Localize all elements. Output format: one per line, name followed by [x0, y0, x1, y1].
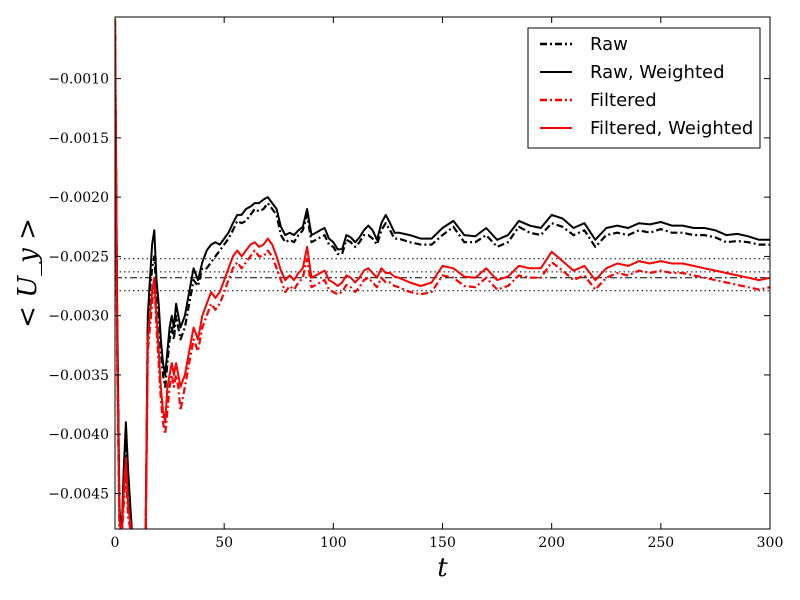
legend: Raw Raw, Weighted Filtered Filtered, Weight… — [527, 27, 761, 149]
x-tick-label: 0 — [111, 535, 120, 551]
x-tick-label: 100 — [320, 535, 347, 551]
series-line-filtered — [115, 19, 770, 529]
x-axis-title: t — [437, 553, 448, 583]
y-tick-label: −0.0010 — [48, 72, 109, 88]
x-tick-label: 150 — [429, 535, 456, 551]
plot-layer — [115, 19, 770, 529]
y-tick-label: −0.0015 — [48, 131, 109, 147]
x-tick-label: 300 — [757, 535, 784, 551]
y-tick-label: −0.0035 — [48, 368, 109, 384]
legend-label: Raw — [590, 34, 628, 55]
x-tick-label: 200 — [538, 535, 565, 551]
y-tick-label: −0.0030 — [48, 309, 109, 325]
y-tick-label: −0.0025 — [48, 249, 109, 265]
axes-layer: 0 50 100 150 200 250 300 −0.0045 −0.0040 −0.0035 −… — [48, 17, 783, 551]
y-tick-label: −0.0045 — [48, 486, 109, 502]
x-tick-label: 50 — [215, 535, 233, 551]
y-tick-label: −0.0040 — [48, 427, 109, 443]
series-line-filtered-weighted — [115, 19, 770, 529]
series-line-raw-weighted — [115, 19, 770, 529]
legend-label: Raw, Weighted — [590, 62, 725, 83]
legend-label: Filtered, Weighted — [590, 118, 753, 139]
x-tick-label: 250 — [647, 535, 674, 551]
y-tick-label: −0.0020 — [48, 190, 109, 206]
legend-label: Filtered — [590, 90, 657, 111]
y-axis-title: < U_y > — [13, 218, 43, 328]
